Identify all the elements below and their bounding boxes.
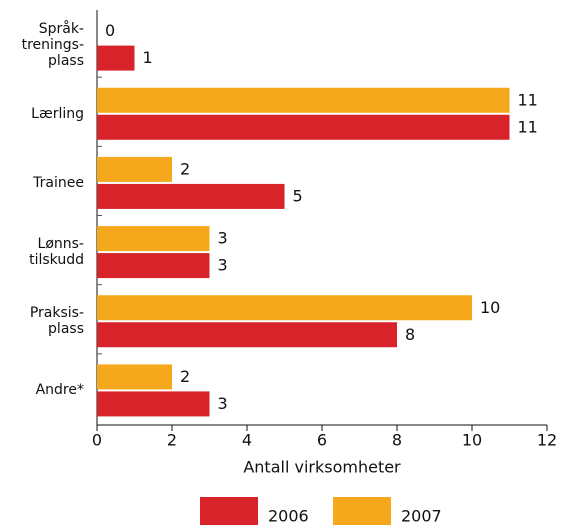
y-tick-label: Lærling <box>31 105 84 122</box>
x-axis-label: Antall virksomheter <box>243 458 401 477</box>
x-tick-label: 2 <box>167 431 177 450</box>
x-tick-label: 10 <box>462 431 482 450</box>
value-label: 3 <box>218 229 228 248</box>
bar <box>97 253 210 279</box>
y-tick-label: Lønns- tilskudd <box>29 236 84 269</box>
x-tick-label: 6 <box>317 431 327 450</box>
legend-label: 2006 <box>268 507 309 526</box>
x-tick-label: 4 <box>242 431 252 450</box>
y-tick-label: Andre* <box>35 382 84 399</box>
x-tick-label: 8 <box>392 431 402 450</box>
x-tick-label: 0 <box>92 431 102 450</box>
value-label: 11 <box>518 90 538 109</box>
bar <box>97 364 172 390</box>
bar <box>97 45 135 71</box>
x-tick-label: 12 <box>537 431 557 450</box>
legend-swatch <box>200 497 258 525</box>
value-label: 8 <box>405 325 415 344</box>
bar <box>97 295 472 321</box>
bar <box>97 156 172 182</box>
value-label: 3 <box>218 394 228 413</box>
value-label: 5 <box>293 186 303 205</box>
legend-swatch <box>333 497 391 525</box>
legend-label: 2007 <box>401 507 442 526</box>
value-label: 2 <box>180 367 190 386</box>
bar <box>97 322 397 348</box>
value-label: 0 <box>105 21 115 40</box>
bar <box>97 87 510 113</box>
bar <box>97 226 210 252</box>
value-label: 10 <box>480 298 500 317</box>
y-tick-label: Språk- trenings- plass <box>21 20 84 69</box>
value-label: 2 <box>180 159 190 178</box>
bar <box>97 391 210 417</box>
bar <box>97 114 510 140</box>
y-tick-label: Trainee <box>33 174 84 191</box>
value-label: 11 <box>518 117 538 136</box>
y-tick-label: Praksis- plass <box>29 305 84 338</box>
bar <box>97 183 285 209</box>
value-label: 1 <box>143 48 153 67</box>
value-label: 3 <box>218 256 228 275</box>
